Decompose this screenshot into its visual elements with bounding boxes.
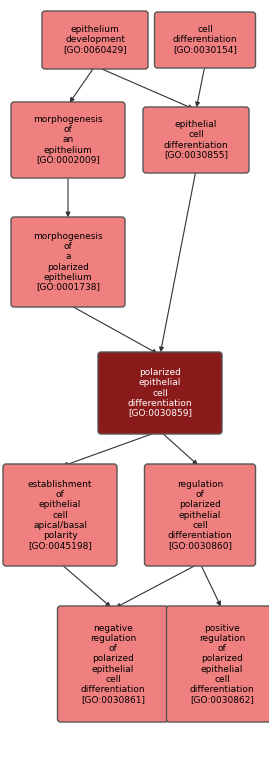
Text: morphogenesis
of
an
epithelium
[GO:0002009]: morphogenesis of an epithelium [GO:00020… — [33, 115, 103, 165]
Text: establishment
of
epithelial
cell
apical/basal
polarity
[GO:0045198]: establishment of epithelial cell apical/… — [28, 480, 92, 550]
FancyBboxPatch shape — [58, 606, 168, 722]
FancyBboxPatch shape — [42, 11, 148, 69]
FancyBboxPatch shape — [143, 107, 249, 173]
FancyBboxPatch shape — [154, 12, 256, 68]
Text: cell
differentiation
[GO:0030154]: cell differentiation [GO:0030154] — [173, 25, 237, 54]
Text: epithelium
development
[GO:0060429]: epithelium development [GO:0060429] — [63, 25, 127, 54]
Text: regulation
of
polarized
epithelial
cell
differentiation
[GO:0030860]: regulation of polarized epithelial cell … — [168, 480, 232, 550]
Text: positive
regulation
of
polarized
epithelial
cell
differentiation
[GO:0030862]: positive regulation of polarized epithel… — [190, 624, 254, 703]
FancyBboxPatch shape — [11, 102, 125, 178]
Text: polarized
epithelial
cell
differentiation
[GO:0030859]: polarized epithelial cell differentiatio… — [128, 368, 192, 417]
FancyBboxPatch shape — [144, 464, 256, 566]
Text: epithelial
cell
differentiation
[GO:0030855]: epithelial cell differentiation [GO:0030… — [164, 120, 228, 160]
Text: morphogenesis
of
a
polarized
epithelium
[GO:0001738]: morphogenesis of a polarized epithelium … — [33, 232, 103, 291]
FancyBboxPatch shape — [11, 217, 125, 307]
Text: negative
regulation
of
polarized
epithelial
cell
differentiation
[GO:0030861]: negative regulation of polarized epithel… — [81, 624, 145, 703]
FancyBboxPatch shape — [98, 352, 222, 434]
FancyBboxPatch shape — [167, 606, 269, 722]
FancyBboxPatch shape — [3, 464, 117, 566]
